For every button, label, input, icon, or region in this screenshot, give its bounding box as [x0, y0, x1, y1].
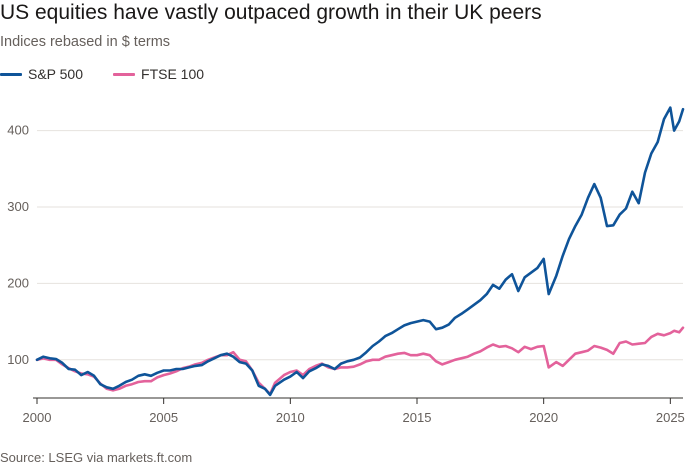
chart-title: US equities have vastly outpaced growth … [0, 1, 542, 24]
x-tick-label-2000: 2000 [23, 410, 52, 425]
x-tick-label-2010: 2010 [276, 410, 305, 425]
chart-legend: S&P 500 FTSE 100 [0, 65, 234, 83]
line-chart: 100 200 300 400 2000 2005 2010 2015 2020 2025 [7, 106, 685, 425]
chart-source: Source: LSEG via markets.ft.com [0, 450, 193, 465]
legend-label-ftse100: FTSE 100 [141, 66, 205, 82]
legend-item-sp500: S&P 500 [0, 66, 83, 82]
series-line-ftse100 [35, 326, 685, 396]
x-tick-label-2020: 2020 [529, 410, 558, 425]
x-tick-label-2025: 2025 [656, 410, 685, 425]
legend-swatch-ftse100 [113, 72, 136, 76]
x-tick-label-2005: 2005 [149, 410, 178, 425]
y-tick-label-100: 100 [7, 352, 29, 367]
legend-swatch-sp500 [0, 72, 22, 76]
chart-subtitle: Indices rebased in $ terms [0, 34, 171, 50]
series-line-sp500 [35, 106, 685, 397]
y-tick-label-200: 200 [7, 275, 29, 290]
legend-label-sp500: S&P 500 [28, 66, 84, 82]
legend-item-ftse100: FTSE 100 [113, 66, 204, 82]
y-tick-label-300: 300 [7, 199, 29, 214]
x-tick-label-2015: 2015 [403, 410, 432, 425]
y-tick-label-400: 400 [7, 123, 29, 138]
